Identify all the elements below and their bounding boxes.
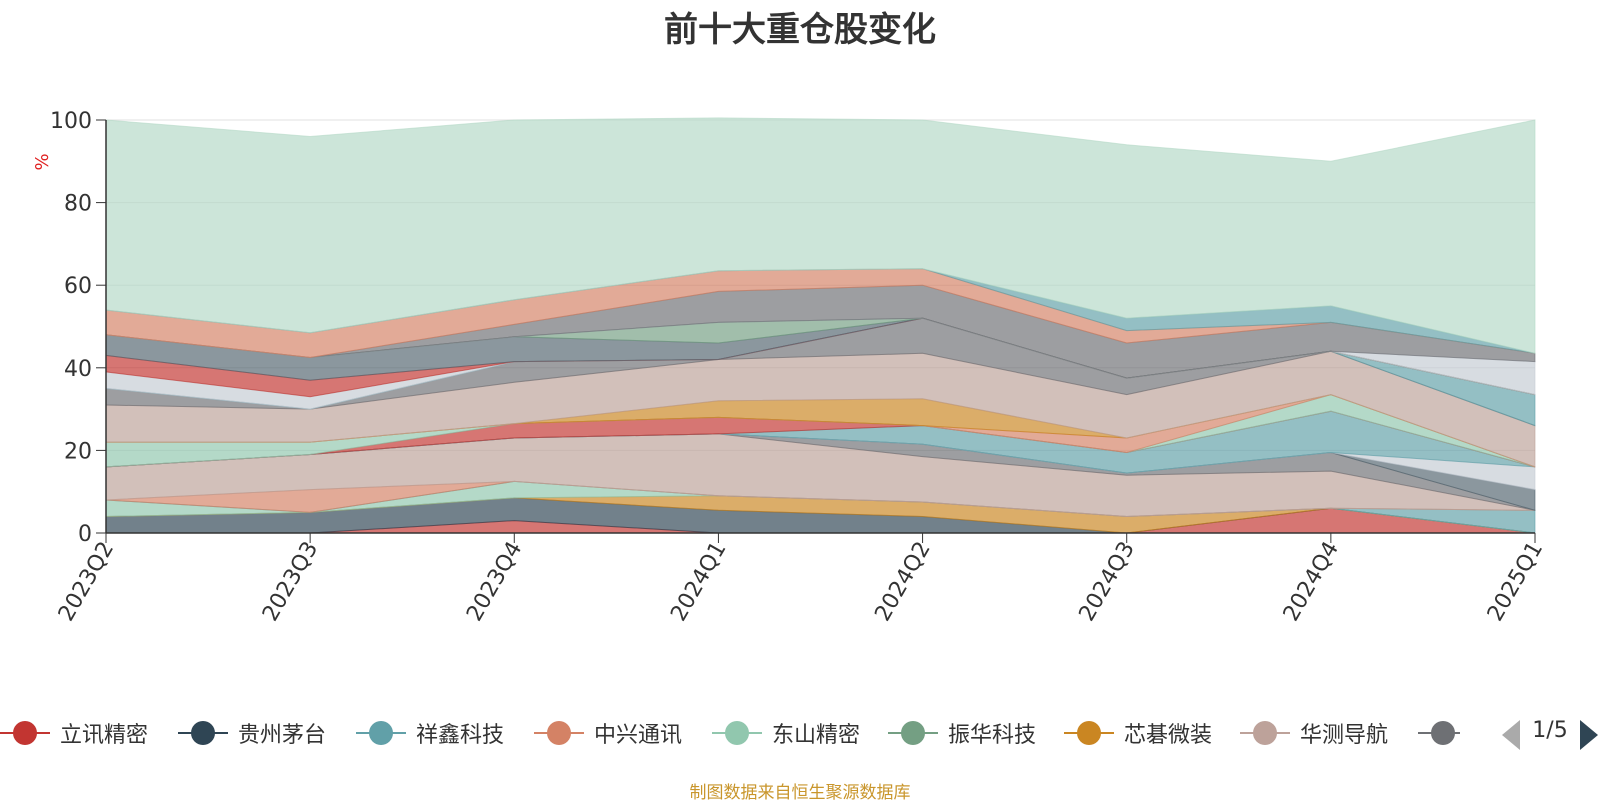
x-tick-label: 2024Q1 (666, 538, 731, 626)
legend-swatch-icon (356, 718, 406, 748)
x-tick-label: 2023Q2 (54, 538, 119, 626)
legend-page-indicator: 1/5 (1532, 718, 1568, 743)
x-tick-label: 2024Q4 (1279, 538, 1344, 626)
legend-item[interactable]: 华测导航 (1240, 713, 1388, 753)
legend-next-page-icon[interactable] (1580, 720, 1598, 750)
legend-swatch-icon (178, 718, 228, 748)
legend-prev-page-icon[interactable] (1502, 720, 1520, 750)
legend-item[interactable]: 中兴通讯 (534, 713, 682, 753)
legend-label: 华测导航 (1300, 723, 1389, 748)
y-tick-label: 0 (78, 522, 92, 547)
legend-item[interactable]: 立讯精密 (0, 713, 148, 753)
x-tick-label: 2023Q4 (462, 538, 527, 626)
y-tick-label: 20 (64, 439, 92, 464)
legend-swatch-icon (534, 718, 584, 748)
legend-label: 立讯精密 (60, 723, 149, 748)
x-tick-label: 2023Q3 (258, 538, 323, 626)
legend-swatch-icon (0, 718, 50, 748)
legend-label: 振华科技 (948, 723, 1037, 748)
legend-swatch-icon (1418, 718, 1460, 748)
y-axis-label: % (32, 153, 53, 170)
legend-label: 祥鑫科技 (416, 723, 505, 748)
legend-swatch-icon (1240, 718, 1290, 748)
y-tick-label: 100 (50, 109, 92, 134)
y-tick-label: 40 (64, 357, 92, 382)
source-note: 制图数据来自恒生聚源数据库 (689, 783, 911, 803)
legend-item[interactable]: 贵州茅台 (178, 713, 326, 753)
x-tick-label: 2024Q2 (870, 538, 935, 626)
legend-item[interactable]: 芯碁微装 (1064, 713, 1212, 753)
chart-title: 前十大重仓股变化 (664, 10, 936, 50)
area-series-27[interactable] (105, 117, 1536, 354)
legend-swatch-icon (888, 718, 938, 748)
y-tick-label: 60 (64, 274, 92, 299)
legend-label: 贵州茅台 (238, 723, 327, 748)
legend-swatch-icon (1064, 718, 1114, 748)
legend-swatch-icon (712, 718, 762, 748)
legend-item[interactable]: 振华科技 (888, 713, 1036, 753)
legend-item[interactable]: 东山精密 (712, 713, 860, 753)
legend-label: 东山精密 (772, 723, 861, 748)
legend-item[interactable]: TCL科技 (1418, 713, 1460, 753)
x-tick-label: 2025Q1 (1483, 538, 1548, 626)
legend-label: 中兴通讯 (594, 723, 683, 748)
legend: 立讯精密 贵州茅台 祥鑫科技 中兴通讯 东山精密 振华科技 芯碁微装 华测导航 TCL科技 (0, 713, 1460, 753)
x-tick-label: 2024Q3 (1075, 538, 1140, 626)
y-tick-label: 80 (64, 192, 92, 217)
legend-label: 芯碁微装 (1124, 723, 1213, 748)
legend-item[interactable]: 祥鑫科技 (356, 713, 504, 753)
